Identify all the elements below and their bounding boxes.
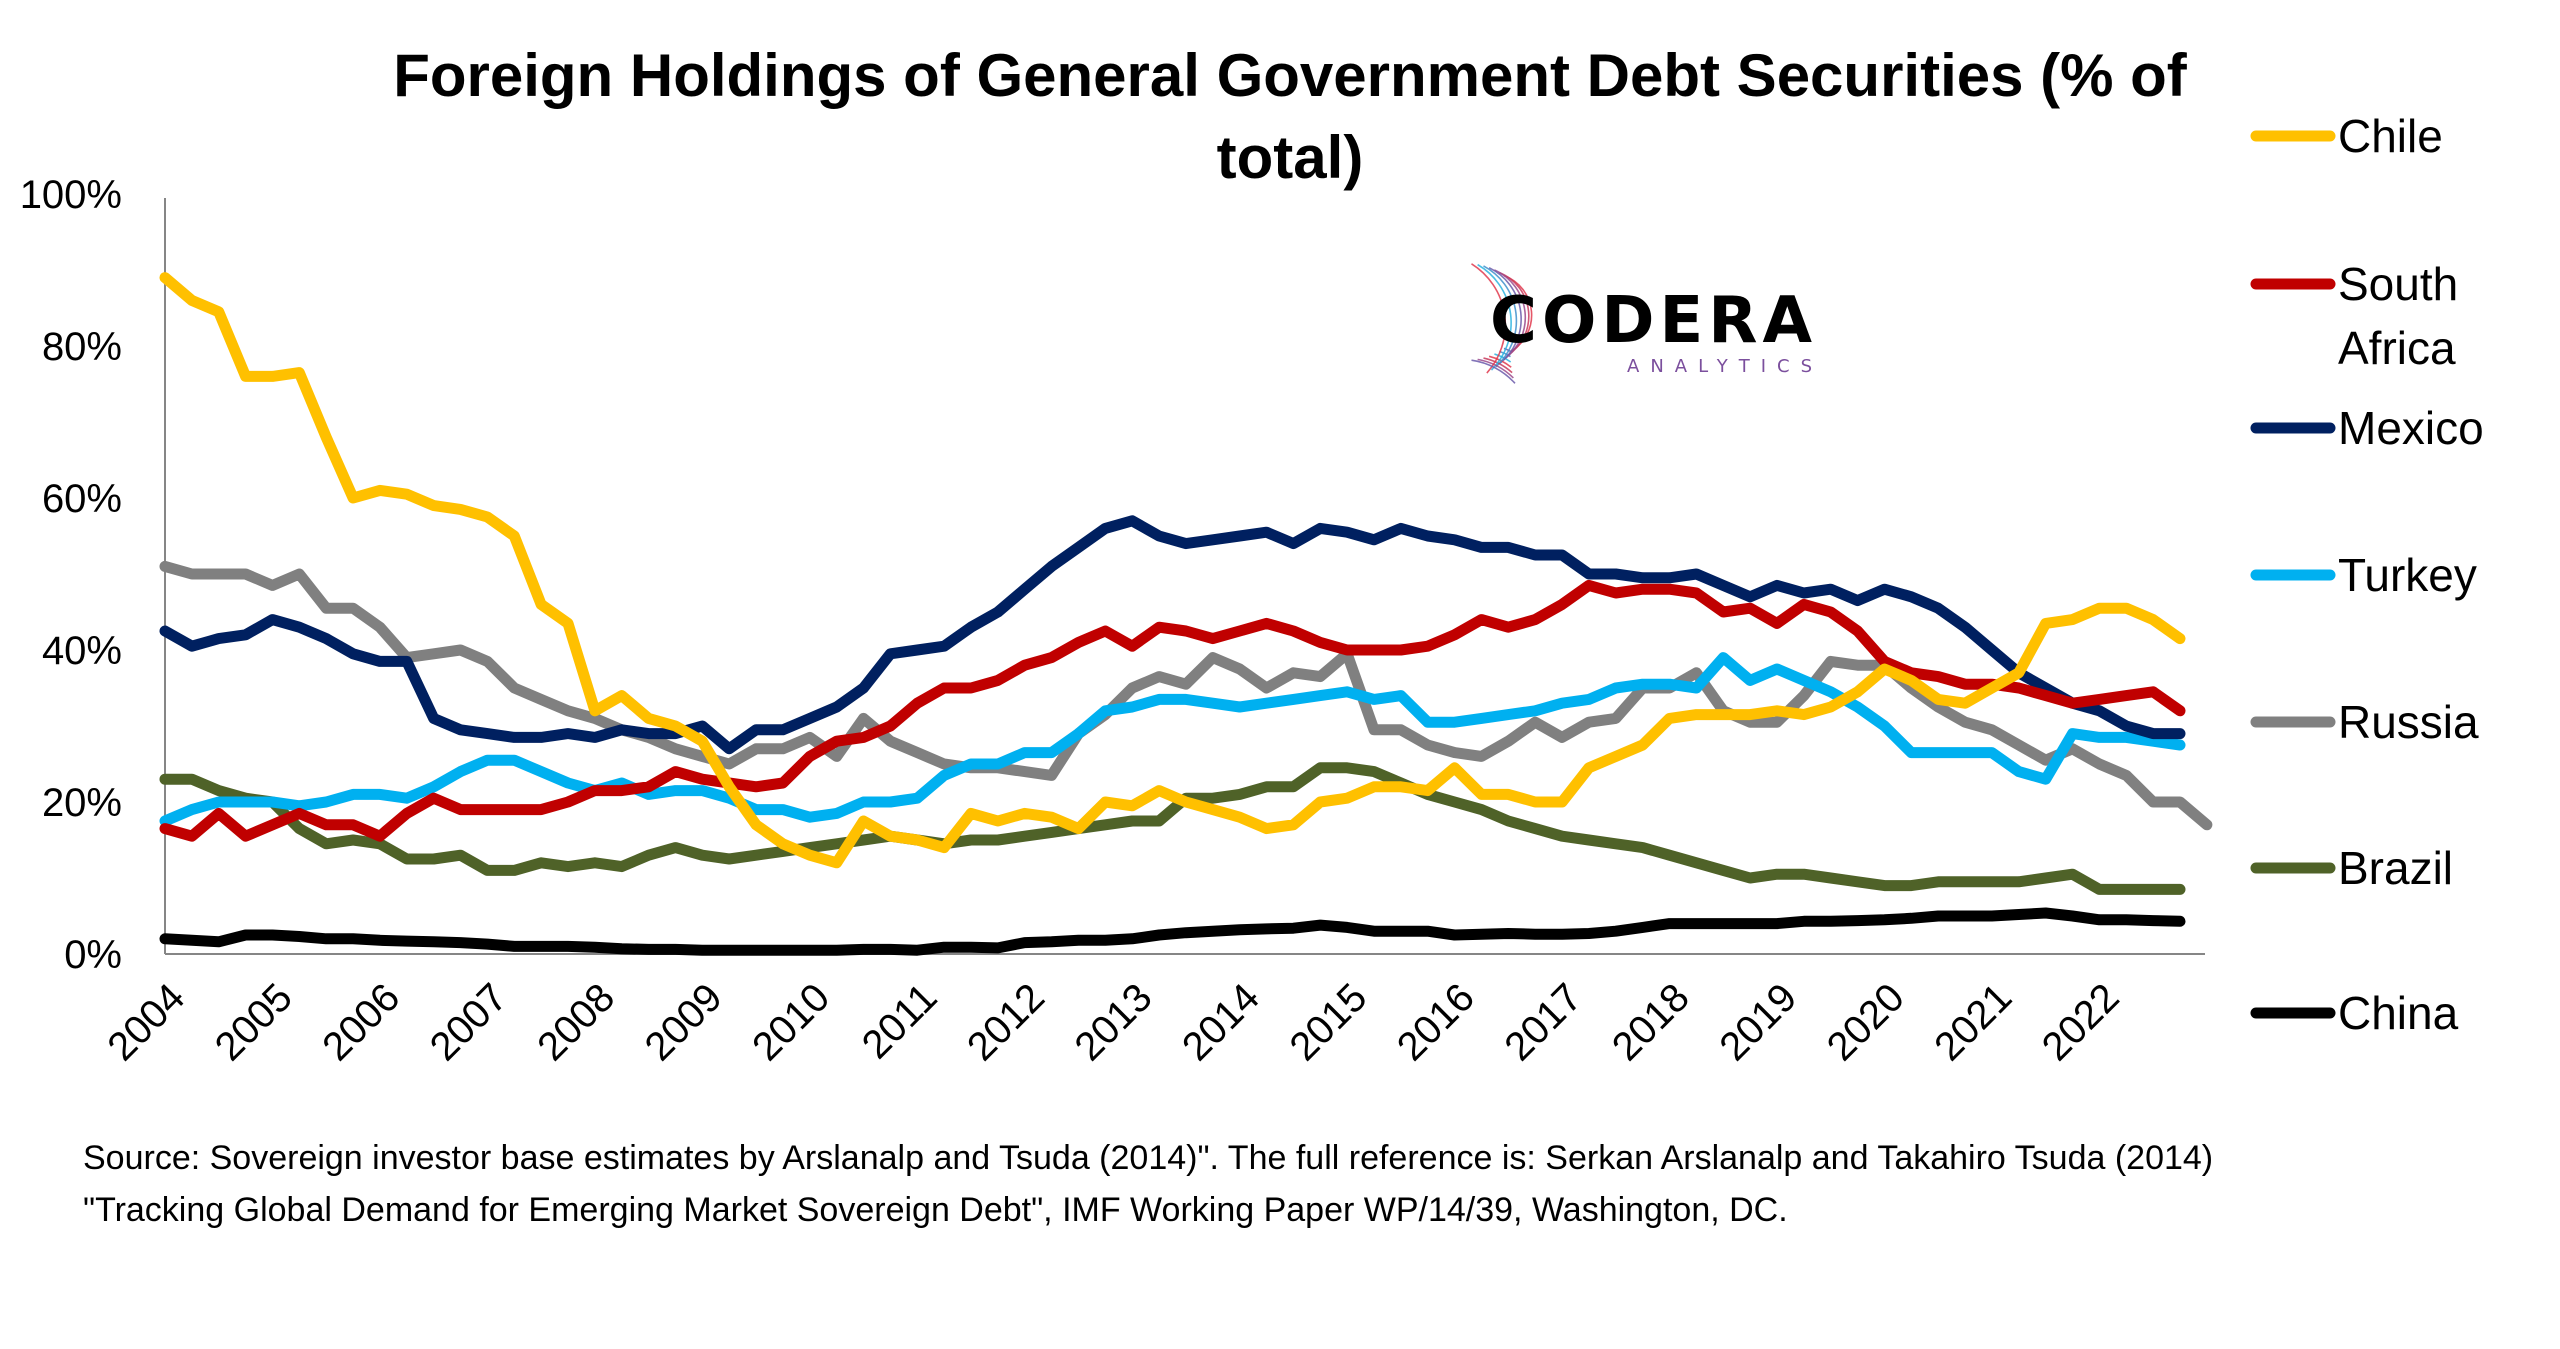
legend-item-chile: Chile: [2250, 110, 2443, 162]
source-note: Source: Sovereign investor base estimate…: [83, 1132, 2543, 1236]
logo-circuit-arc-icon: [1471, 263, 1533, 384]
x-tick-label: 2021: [1926, 975, 2020, 1069]
chart-title: Foreign Holdings of General Government D…: [393, 42, 2188, 191]
logo-arc-stroke: [1477, 263, 1512, 371]
logo-arc-stroke: [1488, 266, 1522, 364]
y-tick-label: 80%: [42, 325, 122, 369]
axes: [164, 198, 2205, 955]
y-tick-label: 60%: [42, 477, 122, 521]
x-tick-label: 2008: [529, 975, 623, 1069]
legend-item-brazil: Brazil: [2250, 842, 2453, 894]
x-axis-ticks: 2004 2005 2006 2007 2008 2009 2010 2011 2012 2013…: [99, 975, 2127, 1069]
y-tick-label: 100%: [20, 173, 122, 217]
x-tick-label: 2022: [2034, 975, 2128, 1069]
x-tick-label: 2011: [854, 975, 946, 1067]
logo-arc-stroke: [1483, 265, 1518, 368]
x-tick-label: 2020: [1819, 975, 1913, 1069]
logo-arc-stroke: [1488, 355, 1512, 368]
chart-title-line-1: Foreign Holdings of General Government D…: [393, 42, 2188, 109]
x-tick-label: 2016: [1389, 975, 1483, 1069]
x-tick-label: 2019: [1711, 975, 1805, 1069]
legend-label: Russia: [2338, 696, 2479, 748]
series-line-brazil: [159, 762, 2186, 895]
series-line-south-africa: [159, 579, 2186, 842]
source-line-1: Source: Sovereign investor base estimate…: [83, 1139, 2214, 1177]
y-axis-ticks: 0% 20% 40% 60% 80% 100%: [20, 173, 122, 977]
x-tick-label: 2004: [99, 975, 193, 1069]
x-tick-label: 2007: [422, 975, 516, 1069]
legend-label: Mexico: [2338, 402, 2484, 454]
legend-item-mexico: Mexico: [2250, 402, 2484, 454]
legend-item-china: China: [2250, 987, 2459, 1039]
legend-item-russia: Russia: [2250, 696, 2479, 748]
legend-label: China: [2338, 987, 2459, 1039]
legend-label: South: [2338, 258, 2458, 310]
logo-wordmark: CODERA: [1490, 284, 1817, 358]
logo-arc-stroke: [1471, 359, 1516, 384]
x-tick-label: 2005: [207, 975, 301, 1069]
logo-arc-stroke: [1499, 271, 1530, 357]
x-tick-label: 2017: [1496, 975, 1590, 1069]
y-tick-label: 20%: [42, 781, 122, 825]
legend-label: Africa: [2338, 322, 2456, 374]
logo-arc-stroke: [1477, 358, 1514, 379]
chart-title-line-2: total): [1217, 124, 1364, 191]
logo-arc-stroke: [1494, 269, 1527, 361]
x-tick-label: 2012: [959, 975, 1053, 1069]
legend-label: Turkey: [2338, 549, 2477, 601]
x-tick-label: 2013: [1067, 975, 1161, 1069]
series-line-chile: [159, 272, 2186, 869]
series-line-china: [159, 907, 2186, 956]
legend-item-south-africa: South Africa: [2250, 258, 2458, 374]
x-tick-label: 2018: [1604, 975, 1698, 1069]
series-lines: [159, 272, 2213, 956]
y-tick-label: 0%: [64, 933, 122, 977]
series-line-mexico: [159, 515, 2186, 755]
legend-label: Brazil: [2338, 842, 2453, 894]
legend-item-turkey: Turkey: [2250, 549, 2477, 601]
logo-arc-stroke: [1483, 357, 1513, 374]
legend-label: Chile: [2338, 110, 2443, 162]
codera-analytics-logo: CODERA ANALYTICS: [1471, 263, 1823, 384]
series-line-russia: [159, 560, 2213, 831]
x-tick-label: 2015: [1281, 975, 1375, 1069]
source-line-2: "Tracking Global Demand for Emerging Mar…: [83, 1191, 1788, 1229]
legend: Chile South Africa Mexico Turkey Russia Brazil…: [2250, 110, 2484, 1039]
logo-arc-stroke: [1471, 263, 1507, 374]
x-tick-label: 2009: [637, 975, 731, 1069]
logo-subtitle: ANALYTICS: [1627, 356, 1823, 377]
y-tick-label: 40%: [42, 629, 122, 673]
logo-arc-stroke: [1494, 353, 1512, 363]
x-tick-label: 2010: [744, 975, 838, 1069]
x-tick-label: 2014: [1174, 975, 1268, 1069]
x-tick-label: 2006: [314, 975, 408, 1069]
